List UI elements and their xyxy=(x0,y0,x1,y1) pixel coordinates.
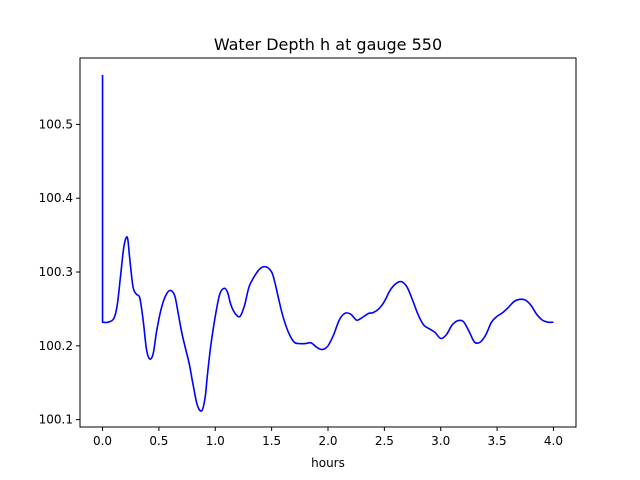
x-tick-label: 1.0 xyxy=(206,434,225,448)
plot-frame xyxy=(79,57,577,428)
x-tick-label: 2.5 xyxy=(375,434,394,448)
x-tick-label: 0.5 xyxy=(149,434,168,448)
y-tick-label: 100.5 xyxy=(39,117,73,131)
x-axis-ticks: 0.0 0.5 1.0 1.5 2.0 2.5 3.0 3.5 4.0 xyxy=(93,427,563,448)
y-tick-label: 100.1 xyxy=(39,413,73,427)
y-tick-label: 100.3 xyxy=(39,265,73,279)
x-tick-label: 2.0 xyxy=(318,434,337,448)
x-tick-label: 0.0 xyxy=(93,434,112,448)
y-tick-label: 100.2 xyxy=(39,339,73,353)
x-tick-label: 3.0 xyxy=(431,434,450,448)
chart-title: Water Depth h at gauge 550 xyxy=(214,35,442,54)
plot-area xyxy=(101,74,554,412)
x-tick-label: 1.5 xyxy=(262,434,281,448)
y-tick-label: 100.4 xyxy=(39,191,73,205)
series-line xyxy=(101,74,554,412)
y-axis-ticks: 100.1 100.2 100.3 100.4 100.5 xyxy=(39,117,80,427)
x-axis-label: hours xyxy=(311,456,345,470)
x-tick-label: 3.5 xyxy=(488,434,507,448)
x-tick-label: 4.0 xyxy=(544,434,563,448)
